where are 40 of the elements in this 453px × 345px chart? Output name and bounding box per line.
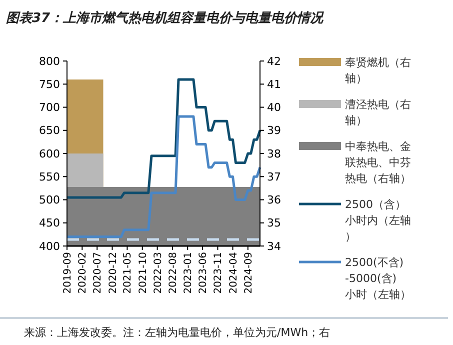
x-tick-label: 2021-10 — [138, 252, 149, 294]
x-tick-label: 2021-05 — [122, 252, 134, 294]
y2-tick-label: 41 — [267, 78, 281, 91]
x-tick-label: 2023-06 — [198, 252, 210, 294]
y-tick-label: 650 — [39, 124, 60, 138]
x-tick-label: 2020-12 — [108, 252, 119, 294]
y-tick-label: 400 — [39, 240, 60, 253]
x-tick-label: 2020-02 — [78, 252, 89, 294]
y-tick-label: 500 — [39, 194, 60, 207]
legend-label: 漕泾热电（右轴） — [345, 98, 411, 127]
y-tick-label: 700 — [39, 101, 60, 114]
y2-tick-label: 34 — [267, 240, 281, 253]
y2-tick-label: 42 — [267, 54, 281, 68]
x-tick-label: 2022-03 — [152, 252, 164, 294]
y2-tick-label: 35 — [267, 216, 281, 230]
legend-label: 2500（含）小时内（左轴） — [345, 198, 411, 243]
y-tick-label: 800 — [39, 54, 60, 68]
y2-tick-label: 39 — [267, 124, 281, 138]
x-tick-label: 2023-01 — [183, 252, 194, 294]
y-tick-label: 750 — [39, 78, 60, 91]
y-tick-label: 450 — [39, 216, 60, 230]
x-tick-label: 2019-09 — [62, 252, 74, 294]
x-tick-label: 2024-09 — [243, 252, 254, 294]
x-tick-label: 2020-07 — [92, 252, 104, 294]
x-tick-label: 2024-04 — [228, 252, 240, 294]
legend-label: 2500(不含)-5000(含)小时（左轴） — [345, 256, 411, 301]
x-tick-label: 2022-08 — [168, 252, 179, 294]
y2-tick-label: 40 — [267, 101, 281, 114]
y2-tick-label: 38 — [267, 147, 281, 160]
x-tick-label: 2023-11 — [213, 252, 224, 294]
line-series — [66, 78, 262, 199]
source-note: 来源：上海发改委。注：左轴为电量电价，单位为元/MWh；右 — [24, 326, 330, 339]
legend-label: 奉贤燃机（右轴） — [345, 56, 411, 85]
line-series — [66, 115, 262, 238]
y-tick-label: 600 — [39, 147, 60, 160]
legend-label: 中奉热电、金联热电、中芬热电（右轴） — [345, 140, 411, 185]
chart-title: 图表37：上海市燃气热电机组容量电价与电量电价情况 — [6, 10, 324, 26]
y2-tick-label: 37 — [267, 170, 281, 184]
y2-tick-label: 36 — [267, 194, 281, 207]
y-tick-label: 550 — [39, 170, 60, 184]
